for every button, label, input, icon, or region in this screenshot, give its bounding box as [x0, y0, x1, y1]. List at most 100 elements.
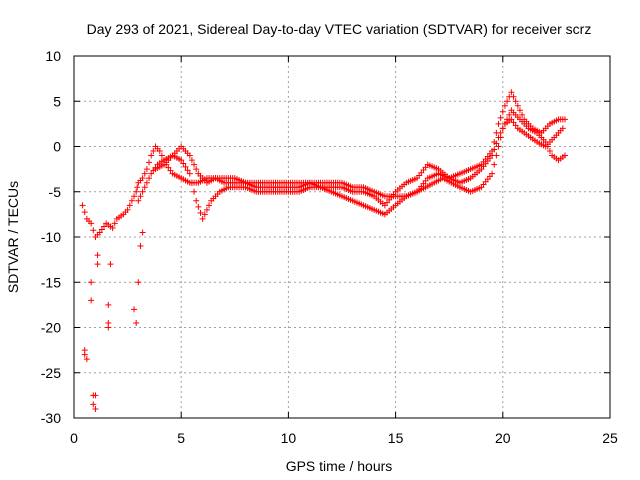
data-point	[191, 161, 198, 168]
data-point	[79, 202, 86, 209]
data-point	[495, 120, 502, 127]
x-axis-title: GPS time / hours	[286, 458, 393, 474]
data-point	[156, 148, 163, 155]
data-point	[193, 166, 200, 173]
data-point	[514, 102, 521, 109]
data-point	[186, 152, 193, 159]
data-point	[148, 152, 155, 159]
data-point	[133, 188, 140, 195]
data-point	[148, 170, 155, 177]
data-point	[101, 223, 108, 230]
data-point	[126, 202, 133, 209]
data-point	[499, 108, 506, 115]
data-point	[105, 324, 112, 331]
y-tick-label: -20	[41, 320, 61, 336]
x-tick-label: 0	[70, 430, 78, 446]
data-point	[143, 166, 150, 173]
y-tick-label: 0	[53, 139, 61, 155]
y-tick-label: -15	[41, 274, 61, 290]
data-point	[109, 224, 116, 231]
data-point	[98, 226, 105, 233]
data-point	[167, 167, 174, 174]
data-point	[506, 111, 513, 118]
data-point	[90, 227, 97, 234]
data-point	[165, 164, 172, 171]
data-point	[141, 170, 148, 177]
data-point	[158, 152, 165, 159]
data-point	[489, 148, 496, 155]
x-tick-label: 5	[177, 430, 185, 446]
tick-labels: 0 5 10 15 20 25 10 5 0 -5 -10 -15 -20 -25 -30	[41, 48, 618, 446]
data-point	[88, 279, 95, 286]
data-point	[499, 125, 506, 132]
y-axis-title: SDTVAR / TECUs	[5, 181, 21, 293]
data-point	[497, 134, 504, 141]
x-tick-label: 10	[281, 430, 297, 446]
data-point	[94, 252, 101, 259]
data-point	[188, 179, 195, 186]
series-track-c	[152, 107, 568, 222]
data-point	[90, 401, 97, 408]
data-point	[139, 175, 146, 182]
data-point	[150, 148, 157, 155]
data-point	[516, 107, 523, 114]
x-tick-label: 25	[602, 430, 618, 446]
data-point	[186, 170, 193, 177]
data-point	[111, 220, 118, 227]
x-tick-label: 15	[388, 430, 404, 446]
data-point	[83, 356, 90, 363]
data-point	[504, 116, 511, 123]
data-point	[561, 116, 568, 123]
data-point	[146, 175, 153, 182]
data-point	[519, 111, 526, 118]
data-point	[88, 297, 95, 304]
data-point	[131, 193, 138, 200]
data-point	[92, 405, 99, 412]
data-point	[495, 143, 502, 150]
data-point	[134, 184, 141, 191]
data-point	[197, 209, 204, 216]
data-point	[146, 159, 153, 166]
data-point	[512, 122, 519, 129]
data-point	[542, 138, 549, 145]
chart-title: Day 293 of 2021, Sidereal Day-to-day VTE…	[87, 21, 592, 37]
data-point	[135, 279, 142, 286]
x-tick-label: 20	[495, 430, 511, 446]
grid	[74, 56, 610, 418]
data-point	[489, 170, 496, 177]
data-point	[544, 143, 551, 150]
data-point	[131, 306, 138, 313]
data-point	[139, 229, 146, 236]
data-point	[497, 114, 504, 121]
data-point	[191, 188, 198, 195]
data-point	[124, 206, 131, 213]
plot-frame	[73, 55, 611, 419]
data-points	[79, 89, 568, 412]
data-point	[188, 157, 195, 164]
data-point	[201, 211, 208, 218]
data-point	[128, 197, 135, 204]
data-point	[92, 392, 99, 399]
data-point	[512, 98, 519, 105]
data-point	[504, 98, 511, 105]
data-point	[107, 261, 114, 268]
y-tick-label: 5	[53, 93, 61, 109]
data-point	[206, 202, 213, 209]
data-point	[199, 215, 206, 222]
data-point	[501, 120, 508, 127]
data-point	[501, 102, 508, 109]
data-point	[203, 206, 210, 213]
data-point	[141, 184, 148, 191]
y-tick-label: -10	[41, 229, 61, 245]
series-early-outliers	[81, 229, 146, 412]
data-point	[143, 179, 150, 186]
data-point	[510, 93, 517, 100]
data-point	[139, 188, 146, 195]
data-point	[180, 160, 187, 167]
data-point	[137, 243, 144, 250]
data-point	[559, 125, 566, 132]
data-point	[178, 157, 185, 164]
data-point	[508, 89, 515, 96]
data-point	[137, 193, 144, 200]
